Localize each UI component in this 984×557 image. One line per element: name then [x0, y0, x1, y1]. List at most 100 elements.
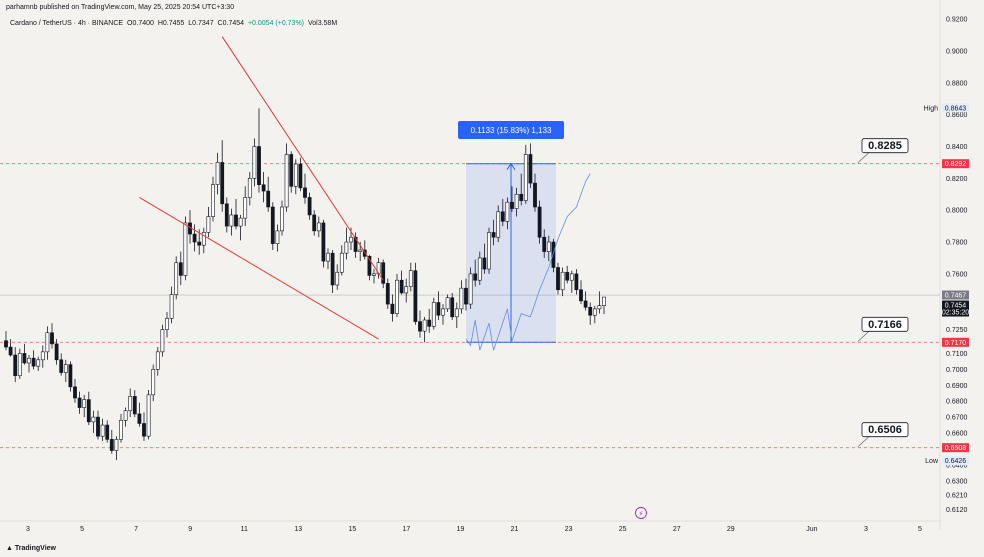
- candle-body: [523, 154, 528, 201]
- axes: 0.9200 0.9000 0.8800 0.8600 0.8400 0.8200 0.80…: [26, 17, 969, 533]
- high-value: 0.8643: [945, 105, 967, 112]
- y-tick-label: 0.6400: [946, 462, 968, 469]
- level-note-text: 0.8285: [868, 140, 902, 152]
- candle-body: [54, 343, 59, 361]
- level-axis-badge: [942, 443, 969, 453]
- candle-body: [4, 340, 8, 348]
- y-tick-label: 0.8600: [946, 112, 968, 119]
- legend-close: C0.7454: [217, 20, 245, 27]
- candle-body: [169, 294, 174, 319]
- candle-body: [17, 353, 22, 377]
- candle-body: [385, 283, 390, 305]
- y-tick-label: 0.7250: [946, 327, 968, 334]
- candle-body: [63, 364, 68, 373]
- candle-body: [588, 306, 593, 316]
- event-marker[interactable]: [635, 507, 647, 519]
- x-tick-label: 11: [241, 526, 248, 533]
- candle-body: [514, 193, 519, 209]
- measure-tool[interactable]: 0.1133 (15.83%) 1,133: [458, 121, 564, 343]
- candle-body: [45, 332, 50, 353]
- candle-body: [551, 241, 556, 268]
- candle-body: [519, 193, 524, 201]
- candle-body: [468, 273, 473, 305]
- x-tick-label: 29: [727, 526, 735, 533]
- publisher-line: parhamnb published on TradingView.com, M…: [6, 4, 235, 11]
- candle-body: [257, 146, 261, 186]
- y-tick-label: 0.8000: [946, 208, 968, 215]
- level-note-box[interactable]: [861, 422, 909, 438]
- candle-body: [22, 353, 27, 364]
- candle-body: [422, 319, 427, 332]
- candle-body: [542, 236, 547, 252]
- candle-body: [395, 279, 399, 314]
- candle-body: [192, 233, 197, 243]
- candle-body: [137, 413, 142, 424]
- lightning-icon: ⚡: [639, 510, 644, 518]
- candle-body: [59, 359, 64, 373]
- y-tick-label: 0.6300: [946, 478, 968, 485]
- candle-body: [100, 424, 105, 437]
- drawing-overlays[interactable]: 0.8285 0.7166 0.6506 ⚡: [139, 36, 909, 519]
- y-tick-label: 0.6800: [946, 399, 968, 406]
- candle-body: [109, 439, 114, 451]
- candle-body: [569, 273, 574, 281]
- level-note-pointer: [857, 151, 871, 163]
- candle-body: [546, 241, 551, 252]
- last-price-value: 0.7454: [945, 303, 967, 310]
- legend-change: +0.0054 (+0.73%): [247, 20, 305, 27]
- level-note-box[interactable]: [861, 138, 909, 154]
- x-tick-label: 15: [348, 526, 356, 533]
- candle-body: [344, 241, 349, 254]
- tradingview-logo[interactable]: ▲ TradingView: [6, 545, 56, 552]
- y-tick-label: 0.6120: [946, 507, 968, 514]
- x-tick-label: 5: [80, 526, 84, 533]
- x-tick-label: Jun: [806, 526, 817, 533]
- candle-body: [293, 163, 298, 187]
- candle-body: [477, 257, 482, 281]
- candle-body: [123, 410, 128, 421]
- candles: [4, 108, 606, 461]
- candle-body: [500, 211, 505, 222]
- candle-body: [155, 351, 160, 370]
- legend-high: H0.7455: [157, 20, 185, 27]
- candle-body: [431, 302, 436, 327]
- level-note-pointer: [857, 435, 871, 447]
- candle-body: [445, 297, 450, 310]
- x-tick-label: 21: [511, 526, 519, 533]
- candle-body: [77, 397, 82, 408]
- candle-body: [105, 424, 110, 440]
- falling-wedge-line: [221, 36, 384, 281]
- y-tick-label: 0.8200: [946, 176, 968, 183]
- candle-body: [358, 249, 363, 252]
- level-axis-badge: [942, 159, 969, 169]
- candle-body: [82, 399, 87, 408]
- candle-body: [243, 197, 248, 219]
- candle-body: [482, 257, 487, 270]
- candle-body: [284, 154, 289, 208]
- candle-body: [201, 232, 206, 246]
- candle-body: [146, 394, 151, 437]
- candle-body: [307, 197, 312, 216]
- level-note-text: 0.7166: [868, 319, 902, 331]
- x-tick-label: 27: [673, 526, 681, 533]
- candle-body: [454, 308, 459, 318]
- candle-body: [86, 399, 91, 423]
- candle-body: [289, 154, 294, 187]
- level-note-box[interactable]: [861, 316, 909, 332]
- candle-body: [13, 354, 18, 377]
- low-value: 0.6426: [945, 458, 967, 465]
- candle-body: [151, 369, 156, 396]
- candle-body: [206, 216, 211, 233]
- prev-close-value: 0.7467: [945, 293, 967, 300]
- y-tick-label: 0.6900: [946, 383, 968, 390]
- candle-body: [427, 319, 432, 327]
- bar-countdown: 02:35:20: [942, 310, 969, 317]
- candle-body: [487, 232, 491, 270]
- candle-body: [335, 271, 340, 286]
- x-tick-label: 3: [26, 526, 30, 533]
- high-badge: [942, 103, 969, 113]
- candle-body: [330, 252, 335, 286]
- candle-body: [165, 318, 169, 330]
- symbol-name[interactable]: Cardano / TetherUS · 4h · BINANCE: [10, 20, 124, 27]
